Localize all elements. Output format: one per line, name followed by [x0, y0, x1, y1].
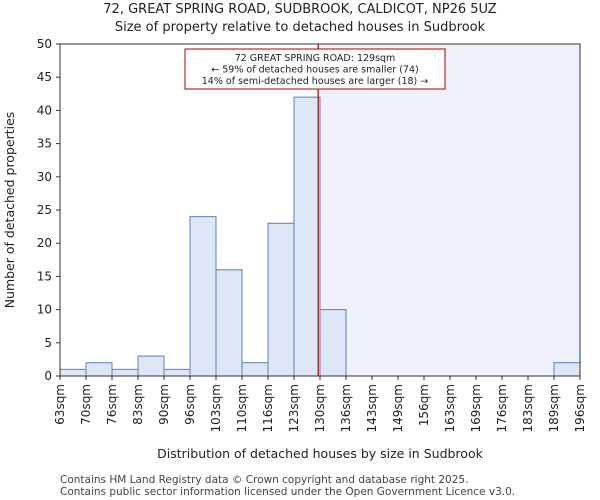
y-tick-label-45: 45 [37, 70, 52, 84]
bar-63sqm [59, 368, 87, 377]
x-tick-label-96sqm: 96sqm [183, 384, 197, 425]
y-tick-label-40: 40 [37, 103, 52, 117]
x-axis-label: Distribution of detached houses by size … [157, 446, 483, 461]
x-tick-label-110sqm: 110sqm [235, 384, 249, 432]
y-tick-label-0: 0 [44, 369, 52, 383]
chart-title-line-2: Size of property relative to detached ho… [114, 20, 486, 35]
y-tick-label-35: 35 [37, 137, 52, 151]
x-tick-label-183sqm: 183sqm [521, 384, 535, 432]
x-tick-label-76sqm: 76sqm [105, 384, 119, 425]
x-tick-label-176sqm: 176sqm [495, 384, 509, 432]
annotation-line-2: ← 59% of detached houses are smaller (74… [211, 65, 418, 76]
y-tick-label-30: 30 [37, 170, 52, 184]
bar-70sqm [85, 362, 113, 377]
bar-116sqm [267, 222, 295, 377]
y-tick-label-15: 15 [37, 269, 52, 283]
x-tick-label-70sqm: 70sqm [79, 384, 93, 425]
x-tick-label-143sqm: 143sqm [365, 384, 379, 432]
bar-130sqm [319, 309, 347, 377]
x-tick-label-103sqm: 103sqm [209, 384, 223, 432]
x-tick-label-136sqm: 136sqm [339, 384, 353, 432]
highlight-region [318, 44, 580, 376]
bar-110sqm [241, 362, 269, 377]
y-axis-label: Number of detached properties [2, 112, 17, 309]
y-tick-label-25: 25 [37, 203, 52, 217]
bar-123sqm [293, 96, 321, 377]
bar-76sqm [111, 368, 139, 377]
x-tick-label-163sqm: 163sqm [443, 384, 457, 432]
x-tick-label-149sqm: 149sqm [391, 384, 405, 432]
annotation-box [184, 48, 446, 90]
footer-line-2: Contains public sector information licen… [60, 486, 516, 498]
x-tick-label-169sqm: 169sqm [469, 384, 483, 432]
bar-83sqm [137, 355, 165, 377]
x-tick-label-90sqm: 90sqm [157, 384, 171, 425]
bar-189sqm [553, 362, 581, 377]
footer-line-1: Contains HM Land Registry data © Crown c… [60, 474, 469, 486]
x-tick-label-130sqm: 130sqm [313, 384, 327, 432]
y-tick-label-5: 5 [44, 336, 52, 350]
x-tick-label-156qm: 156qm [417, 384, 431, 426]
annotation-line-1: 72 GREAT SPRING ROAD: 129sqm [235, 53, 396, 64]
y-tick-label-10: 10 [37, 303, 52, 317]
x-tick-label-196sqm: 196sqm [573, 384, 587, 432]
bar-90sqm [163, 368, 191, 377]
x-tick-label-189sqm: 189sqm [547, 384, 561, 432]
x-tick-label-116sqm: 116sqm [261, 384, 275, 432]
y-tick-label-50: 50 [37, 37, 52, 51]
annotation-line-3: 14% of semi-detached houses are larger (… [202, 76, 429, 87]
chart-title-line-1: 72, GREAT SPRING ROAD, SUDBROOK, CALDICO… [103, 2, 497, 17]
x-tick-label-123sqm: 123sqm [287, 384, 301, 432]
bar-96sqm [189, 216, 217, 377]
x-tick-label-83sqm: 83sqm [131, 384, 145, 425]
y-tick-label-20: 20 [37, 236, 52, 250]
bar-103sqm [215, 269, 243, 377]
x-tick-label-63sqm: 63sqm [53, 384, 67, 425]
